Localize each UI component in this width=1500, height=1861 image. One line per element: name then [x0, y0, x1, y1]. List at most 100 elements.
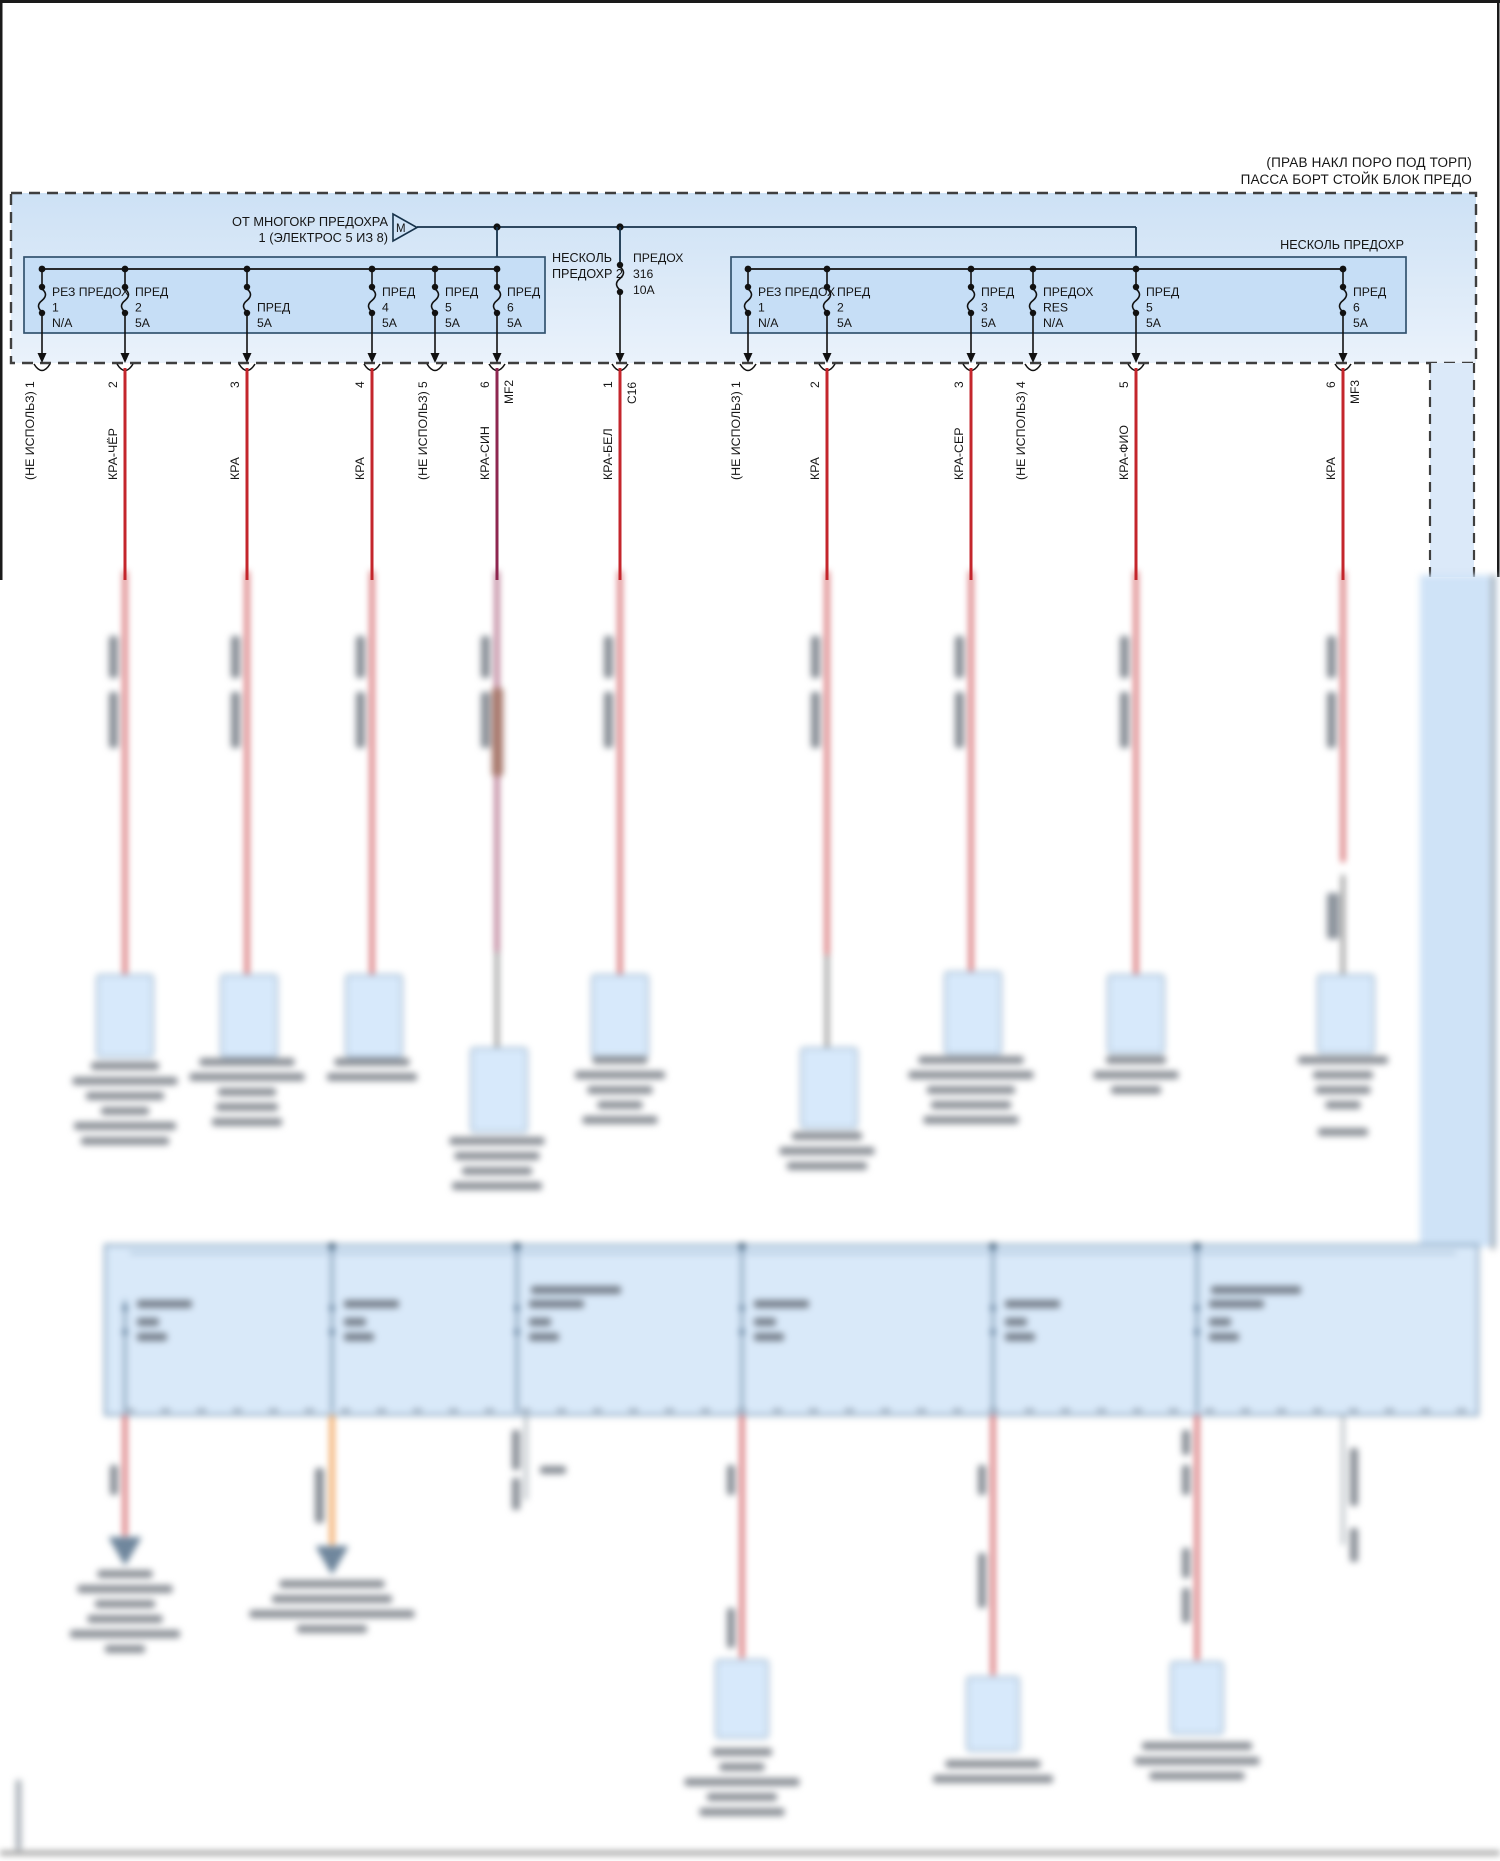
fuse-316-top-terminal	[616, 261, 624, 269]
band-bottom-tick	[809, 1409, 818, 1412]
wire-col-10-arrowhead	[966, 353, 976, 363]
label-blob	[754, 1300, 809, 1308]
band-bottom-tick	[845, 1409, 854, 1412]
fuse-left-6-label: 6	[507, 301, 514, 315]
caption-line-blob	[923, 1116, 1019, 1124]
wire-col-2-color-label: КРА-ЧЁР	[106, 428, 120, 480]
wire-col-9-color-label: КРА	[808, 456, 822, 480]
caption-line-blob	[334, 1058, 410, 1066]
caption-line-blob	[327, 1073, 417, 1081]
wire-col-1-connector-arc	[33, 363, 51, 372]
page-border-left	[0, 0, 3, 580]
wire-col-5-pin-number: 5	[416, 381, 430, 388]
wire-col-12-arrowhead	[1131, 353, 1141, 363]
caption-line-blob	[101, 1107, 149, 1115]
wire-col-10-color-label: КРА-СЕР	[952, 427, 966, 480]
wire-col-4-color-label: КРА	[353, 456, 367, 480]
label-blob	[512, 1430, 520, 1470]
caption-line-blob	[792, 1132, 862, 1140]
band-bottom-tick	[1169, 1409, 1178, 1412]
caption-line-blob	[212, 1118, 282, 1126]
caption-line-blob	[87, 1615, 163, 1623]
fuse-left-6-top-terminal	[493, 283, 501, 291]
band-bottom-tick	[1457, 1409, 1466, 1412]
wire-col-8-color-label: (НЕ ИСПОЛЬЗ)	[729, 391, 743, 480]
fuse-right-6-top-terminal	[1339, 283, 1347, 291]
ground-symbol	[108, 1537, 142, 1566]
caption-line-blob	[105, 1645, 145, 1653]
component-box	[800, 1047, 858, 1129]
label-blob	[109, 692, 118, 748]
caption-line-blob	[699, 1808, 785, 1816]
wire-col-3-arrowhead	[242, 353, 252, 363]
caption-line-blob	[74, 1122, 176, 1130]
label-blob	[1120, 636, 1129, 678]
component-box	[220, 974, 278, 1058]
band-bottom-tick	[1277, 1409, 1286, 1412]
fuse-left-4-fuse-element	[367, 288, 377, 313]
label-blob	[955, 636, 964, 678]
fuse-left-1-label: N/A	[52, 316, 73, 330]
caption-line-blob	[1325, 1101, 1361, 1109]
fuse-left-3-label: 5A	[257, 316, 273, 330]
fuse-left-3-label: ПРЕД	[257, 301, 291, 315]
wire-col-7-connector-name: C16	[625, 382, 639, 404]
component-box	[1170, 1661, 1224, 1735]
fuse-right-2-label: ПРЕД	[837, 285, 871, 299]
fuse-right-2-label: 5A	[837, 316, 853, 330]
fuse-left-4-top-terminal	[368, 283, 376, 291]
caption-line-blob	[462, 1167, 532, 1175]
band-bottom-tick	[1349, 1409, 1358, 1412]
label-blob	[1209, 1300, 1264, 1308]
motor-feed-triangle-icon	[392, 212, 419, 243]
label-blob	[1182, 1548, 1190, 1578]
fuse-right-1-label: N/A	[758, 316, 779, 330]
band-bottom-tick	[1205, 1409, 1214, 1412]
band-pin-terminal	[514, 1329, 520, 1335]
band-bottom-tick	[1097, 1409, 1106, 1412]
label-blob	[231, 636, 240, 678]
band-bottom-tick	[521, 1409, 530, 1412]
label-blob	[1005, 1333, 1035, 1341]
component-box	[345, 974, 403, 1058]
wire-col-8-connector-arc	[739, 363, 757, 372]
wire-col-3-pin-number: 3	[228, 381, 242, 388]
band-bottom-tick	[413, 1409, 422, 1412]
label-blob	[344, 1318, 366, 1326]
band-bottom-tick	[125, 1409, 134, 1412]
caption-line-blob	[86, 1092, 164, 1100]
caption-line-blob	[684, 1778, 800, 1786]
wire-col-10-pin-number: 3	[952, 381, 966, 388]
label-blob	[604, 636, 613, 678]
label-blob	[315, 1468, 324, 1523]
wire-col-6-connector-name: MF2	[502, 380, 516, 404]
band-bottom-tick	[1313, 1409, 1322, 1412]
caption-line-blob	[582, 1116, 658, 1124]
band-bottom-tick	[773, 1409, 782, 1412]
caption-line-blob	[279, 1580, 385, 1588]
caption-line-blob	[1149, 1772, 1245, 1780]
blurred-diagram-section	[0, 571, 1500, 1861]
caption-line-blob	[592, 1056, 648, 1064]
fuse-right-1-label: 1	[758, 301, 765, 315]
band-bottom-tick	[305, 1409, 314, 1412]
wire-col-1-pin-number: 1	[23, 381, 37, 388]
label-blob	[727, 1465, 735, 1495]
label-blob	[344, 1333, 374, 1341]
label-blob	[231, 692, 240, 748]
wire-col-7-color-label: КРА-БЕЛ	[601, 428, 615, 480]
caption-line-blob	[787, 1162, 867, 1170]
fuse-right-1-fuse-element	[743, 288, 753, 313]
band-pin-junction	[989, 1242, 997, 1250]
fuse-left-3-top-terminal	[243, 283, 251, 291]
caption-line-blob	[779, 1147, 875, 1155]
fuse-left-6-label: ПРЕД	[507, 285, 541, 299]
band-pin-upper-label	[1211, 1286, 1301, 1294]
band-pin-upper-label	[531, 1286, 621, 1294]
band-pin-junction	[1193, 1242, 1201, 1250]
caption-line-blob	[1134, 1757, 1260, 1765]
band-bottom-tick	[1061, 1409, 1070, 1412]
wire-col-5-arrowhead	[430, 353, 440, 363]
